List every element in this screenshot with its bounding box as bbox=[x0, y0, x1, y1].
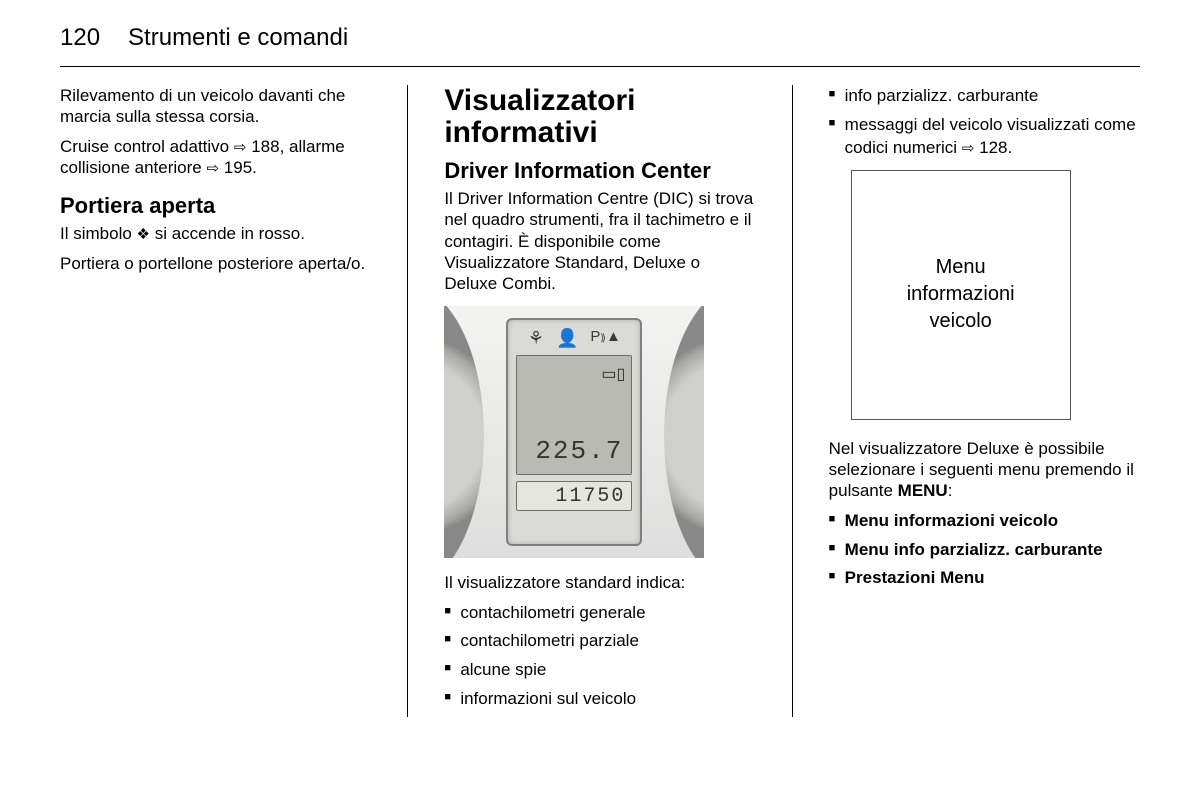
deluxe-menu-list: Menu informazioni veicolo Menu info parz… bbox=[829, 510, 1140, 591]
text: . bbox=[1008, 138, 1013, 157]
paragraph: Portiera o portellone posteriore aperta/… bbox=[60, 253, 371, 274]
list-item: Menu informazioni veicolo bbox=[829, 510, 1140, 533]
page-number: 120 bbox=[60, 24, 100, 52]
column-3: info parzializz. carburante messaggi del… bbox=[829, 85, 1140, 717]
list-item: messaggi del veicolo visualizzati come c… bbox=[829, 114, 1140, 160]
paragraph: Il visualizzatore standard indica: bbox=[444, 572, 755, 593]
standard-indicator-list: contachilometri generale contachilometri… bbox=[444, 602, 755, 712]
dic-icon-row: ⚘ 👤 P⟫▲ bbox=[508, 320, 640, 353]
gauge-dial-left bbox=[444, 306, 484, 558]
sub-heading: Driver Information Center bbox=[444, 158, 755, 184]
column-separator bbox=[407, 85, 408, 717]
menu-info-figure: Menu informazioni veicolo bbox=[851, 170, 1071, 420]
door-open-icon: ❖ bbox=[137, 226, 150, 243]
page-ref: 128 bbox=[979, 138, 1007, 157]
ref-arrow-icon: ⇨ bbox=[206, 160, 219, 177]
dic-display-figure: ⚘ 👤 P⟫▲ ▭▯ 225.7 11750 bbox=[444, 306, 704, 558]
text: si accende in rosso. bbox=[150, 224, 305, 243]
list-item: info parzializz. carburante bbox=[829, 85, 1140, 108]
paragraph: Rilevamento di un veicolo davanti che ma… bbox=[60, 85, 371, 128]
seatbelt-icon: 👤 bbox=[556, 328, 578, 349]
paragraph: Cruise control adattivo ⇨ 188, allarme c… bbox=[60, 136, 371, 180]
list-item: contachilometri generale bbox=[444, 602, 755, 625]
paragraph: Il simbolo ❖ si accende in rosso. bbox=[60, 223, 371, 245]
continued-list: info parzializz. carburante messaggi del… bbox=[829, 85, 1140, 160]
menu-button-label: MENU bbox=[898, 481, 948, 500]
text: Il simbolo bbox=[60, 224, 137, 243]
odometer-value: 11750 bbox=[516, 481, 632, 511]
dic-panel: ⚘ 👤 P⟫▲ ▭▯ 225.7 11750 bbox=[506, 318, 642, 546]
dic-screen: ▭▯ 225.7 bbox=[516, 355, 632, 475]
paragraph: Nel visualizzatore Deluxe è possibile se… bbox=[829, 438, 1140, 502]
ref-arrow-icon: ⇨ bbox=[962, 140, 975, 157]
list-item: contachilometri parziale bbox=[444, 630, 755, 653]
page-ref: 195 bbox=[224, 158, 252, 177]
park-assist-icon: P⟫▲ bbox=[590, 328, 620, 349]
list-item: Prestazioni Menu bbox=[829, 567, 1140, 590]
text: Cruise control adattivo bbox=[60, 137, 234, 156]
paragraph: Il Driver Information Centre (DIC) si tr… bbox=[444, 188, 755, 294]
column-2: Visualizzatori informativi Driver Inform… bbox=[444, 85, 755, 717]
ref-arrow-icon: ⇨ bbox=[234, 139, 247, 156]
text: . bbox=[252, 158, 257, 177]
list-item: Menu info parzializz. carburante bbox=[829, 539, 1140, 562]
book-icon: ▭▯ bbox=[601, 364, 625, 384]
page-header: 120 Strumenti e comandi bbox=[60, 24, 1140, 67]
car-outline-icon: ⚘ bbox=[528, 328, 544, 349]
main-heading: Visualizzatori informativi bbox=[444, 85, 755, 148]
page-ref: 188 bbox=[251, 137, 279, 156]
section-heading: Portiera aperta bbox=[60, 193, 371, 219]
menu-box-label: Menu informazioni veicolo bbox=[907, 254, 1015, 335]
trip-value: 225.7 bbox=[535, 436, 623, 466]
chapter-title: Strumenti e comandi bbox=[128, 24, 348, 52]
column-separator bbox=[792, 85, 793, 717]
content-columns: Rilevamento di un veicolo davanti che ma… bbox=[60, 85, 1140, 717]
list-item: informazioni sul veicolo bbox=[444, 688, 755, 711]
text: : bbox=[948, 481, 953, 500]
text: Nel visualizzatore Deluxe è possibile se… bbox=[829, 439, 1134, 501]
list-item: alcune spie bbox=[444, 659, 755, 682]
gauge-dial-right bbox=[664, 306, 704, 558]
column-1: Rilevamento di un veicolo davanti che ma… bbox=[60, 85, 371, 717]
